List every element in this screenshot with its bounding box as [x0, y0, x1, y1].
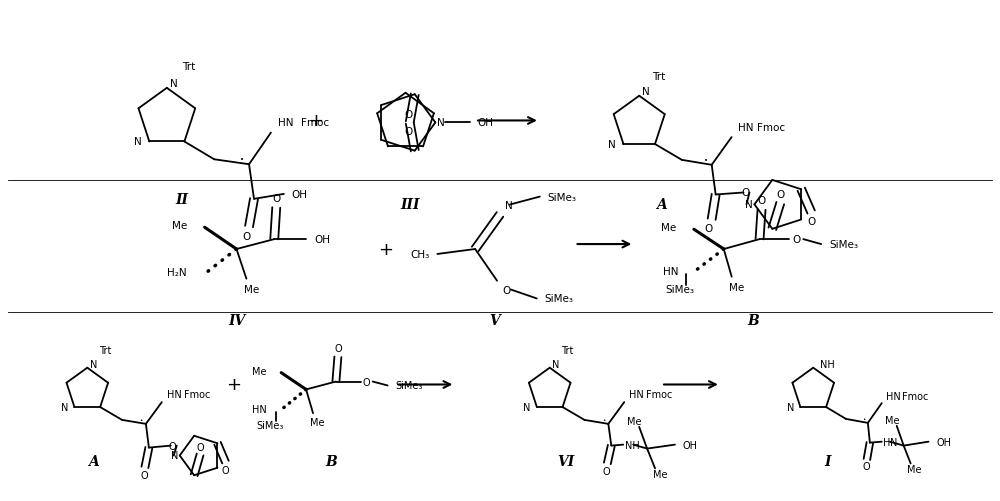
- Text: N: N: [134, 137, 141, 147]
- Text: Me: Me: [252, 366, 266, 376]
- Text: Me: Me: [885, 415, 900, 425]
- Text: IV: IV: [228, 314, 245, 328]
- Text: Trt: Trt: [652, 72, 666, 82]
- Text: O: O: [776, 190, 784, 200]
- Text: OH: OH: [314, 234, 330, 244]
- Text: Trt: Trt: [99, 345, 111, 355]
- Text: O: O: [196, 442, 204, 452]
- Text: N: N: [437, 118, 445, 128]
- Text: O: O: [792, 234, 801, 244]
- Text: +: +: [378, 240, 393, 259]
- Text: Me: Me: [661, 223, 676, 233]
- Text: V: V: [490, 314, 500, 328]
- Text: O: O: [242, 232, 250, 242]
- Text: A: A: [88, 454, 99, 468]
- Text: N: N: [642, 87, 650, 97]
- Text: •: •: [602, 417, 605, 422]
- Text: HN: HN: [252, 404, 266, 414]
- Text: N: N: [523, 402, 531, 412]
- Text: N: N: [608, 140, 615, 150]
- Text: HN: HN: [738, 123, 753, 133]
- Text: SiMe₃: SiMe₃: [548, 192, 577, 202]
- Text: O: O: [169, 441, 177, 451]
- Text: Me: Me: [653, 469, 667, 479]
- Text: •: •: [139, 417, 143, 422]
- Text: Me: Me: [907, 464, 922, 474]
- Text: +: +: [226, 376, 241, 394]
- Text: N: N: [61, 402, 68, 412]
- Text: N: N: [171, 450, 178, 460]
- Text: O: O: [705, 223, 713, 233]
- Text: OH: OH: [292, 189, 308, 199]
- Text: O: O: [363, 377, 370, 387]
- Text: SiMe₃: SiMe₃: [396, 381, 423, 391]
- Text: N: N: [505, 200, 513, 210]
- Text: Me: Me: [172, 221, 187, 231]
- Text: HN: HN: [167, 389, 182, 399]
- Text: O: O: [502, 285, 510, 295]
- Text: OH: OH: [936, 437, 951, 447]
- Text: Me: Me: [627, 416, 641, 426]
- Text: O: O: [405, 127, 413, 137]
- Text: O: O: [862, 461, 870, 471]
- Text: Trt: Trt: [182, 62, 195, 72]
- Text: VI: VI: [557, 454, 574, 468]
- Text: O: O: [741, 188, 750, 198]
- Text: SiMe₃: SiMe₃: [665, 284, 694, 294]
- Text: H₂N: H₂N: [167, 267, 187, 277]
- Text: O: O: [757, 195, 766, 205]
- Text: O: O: [272, 193, 280, 203]
- Text: N: N: [890, 437, 897, 447]
- Text: NH: NH: [820, 359, 835, 369]
- Text: N: N: [745, 200, 752, 210]
- Text: NH: NH: [625, 440, 640, 450]
- Text: O: O: [334, 343, 342, 353]
- Text: O: O: [807, 216, 815, 226]
- Text: II: II: [175, 192, 188, 206]
- Text: B: B: [325, 454, 337, 468]
- Text: A: A: [656, 197, 666, 211]
- Text: III: III: [401, 197, 420, 211]
- Text: O: O: [140, 470, 148, 480]
- Text: HN: HN: [278, 117, 293, 127]
- Text: N: N: [552, 359, 559, 369]
- Text: H: H: [883, 437, 890, 447]
- Text: Me: Me: [244, 284, 259, 294]
- Text: Fmoc: Fmoc: [902, 391, 928, 401]
- Text: OH: OH: [683, 440, 698, 450]
- Text: HN: HN: [663, 266, 678, 276]
- Text: SiMe₃: SiMe₃: [829, 239, 858, 249]
- Text: HN: HN: [629, 389, 644, 399]
- Text: Fmoc: Fmoc: [184, 389, 210, 399]
- Text: N: N: [787, 402, 794, 412]
- Text: O: O: [603, 466, 610, 476]
- Text: •: •: [704, 157, 708, 163]
- Text: CH₃: CH₃: [410, 249, 429, 260]
- Text: Fmoc: Fmoc: [757, 123, 786, 133]
- Text: N: N: [90, 359, 97, 369]
- Text: Fmoc: Fmoc: [301, 117, 329, 127]
- Text: I: I: [824, 454, 830, 468]
- Text: OH: OH: [477, 118, 493, 128]
- Text: •: •: [862, 416, 866, 421]
- Text: •: •: [240, 157, 244, 163]
- Text: Fmoc: Fmoc: [646, 389, 672, 399]
- Text: B: B: [748, 314, 759, 328]
- Text: Me: Me: [729, 282, 744, 292]
- Text: O: O: [405, 110, 413, 120]
- Text: SiMe₃: SiMe₃: [545, 294, 574, 304]
- Text: Me: Me: [310, 417, 324, 427]
- Text: Trt: Trt: [561, 345, 574, 355]
- Text: HN: HN: [886, 391, 901, 401]
- Text: SiMe₃: SiMe₃: [257, 420, 284, 430]
- Text: N: N: [170, 79, 178, 89]
- Text: O: O: [222, 465, 229, 475]
- Text: +: +: [309, 112, 324, 130]
